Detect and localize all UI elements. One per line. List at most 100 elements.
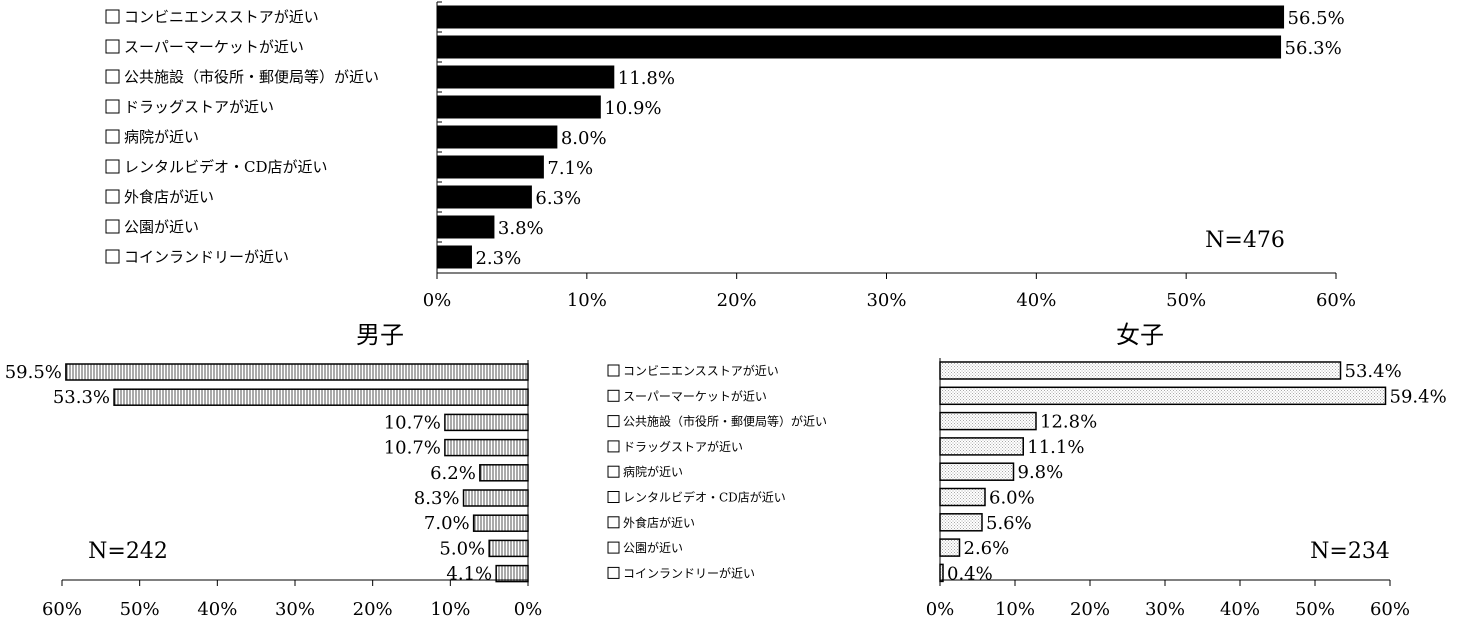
data-label: 11.8%: [618, 68, 675, 89]
category-label: 公園が近い: [124, 218, 199, 236]
bar: [939, 563, 944, 583]
bar: [113, 388, 529, 406]
x-tick-label: 40%: [197, 599, 237, 620]
category-label: ドラッグストアが近い: [623, 439, 743, 454]
x-tick-label: 50%: [120, 599, 160, 620]
data-label: 6.2%: [430, 463, 476, 484]
female-chart-title: 女子: [1116, 321, 1164, 349]
data-label: 11.1%: [1027, 437, 1084, 458]
x-tick-label: 0%: [926, 599, 955, 620]
category-checkbox-icon: [607, 465, 620, 478]
category-checkbox-icon: [105, 9, 120, 24]
data-label: 5.0%: [439, 538, 485, 559]
x-tick-label: 50%: [1295, 599, 1335, 620]
data-label: 12.8%: [1040, 412, 1097, 433]
x-tick-label: 10%: [430, 599, 470, 620]
category-label: 公共施設（市役所・郵便局等）が近い: [623, 414, 827, 429]
bar: [939, 411, 1037, 431]
category-checkbox-icon: [105, 159, 120, 174]
category-checkbox-icon: [607, 389, 620, 402]
x-tick-label: 10%: [567, 290, 607, 311]
bar: [436, 155, 544, 179]
x-tick-label: 60%: [1316, 290, 1356, 311]
bar: [444, 438, 529, 457]
x-tick-label: 50%: [1166, 290, 1206, 311]
category-checkbox-icon: [607, 566, 620, 579]
bar: [436, 35, 1282, 59]
bar: [436, 185, 532, 209]
bar: [939, 513, 983, 532]
category-checkbox-icon: [105, 249, 120, 264]
category-label: ドラッグストアが近い: [124, 98, 274, 116]
category-checkbox-icon: [105, 69, 120, 84]
bar: [939, 487, 986, 507]
bar: [939, 386, 1387, 406]
bar: [436, 125, 558, 149]
data-label: 59.5%: [5, 362, 62, 383]
bar: [495, 564, 529, 583]
bar: [65, 363, 529, 381]
male-chart-title: 男子: [356, 321, 404, 349]
data-label: 7.0%: [424, 513, 470, 534]
data-label: 3.8%: [498, 218, 544, 239]
x-tick-label: 0%: [423, 290, 452, 311]
bar: [436, 245, 472, 269]
data-label: 9.8%: [1018, 462, 1064, 483]
bar: [436, 215, 495, 239]
category-label: スーパーマーケットが近い: [623, 388, 767, 403]
data-label: 6.3%: [535, 188, 581, 209]
category-checkbox-icon: [607, 440, 620, 453]
bar: [436, 95, 601, 119]
bar: [436, 5, 1285, 29]
x-tick-label: 20%: [353, 599, 393, 620]
bar: [479, 464, 529, 482]
category-checkbox-icon: [607, 541, 620, 554]
category-checkbox-icon: [607, 516, 620, 529]
data-label: 56.3%: [1285, 38, 1342, 59]
sample-size-label: N=476: [1205, 228, 1285, 253]
data-label: 5.6%: [986, 513, 1032, 534]
category-label: コンビニエンスストアが近い: [623, 363, 779, 378]
data-label: 10.7%: [384, 412, 441, 433]
category-checkbox-icon: [105, 189, 120, 204]
x-tick-label: 30%: [1145, 599, 1185, 620]
bar: [939, 538, 961, 557]
bar: [488, 539, 529, 558]
x-tick-label: 30%: [275, 599, 315, 620]
data-label: 53.3%: [53, 387, 110, 408]
x-tick-label: 60%: [1370, 599, 1410, 620]
data-label: 0.4%: [947, 563, 993, 584]
data-label: 2.3%: [475, 248, 521, 269]
x-tick-label: 60%: [42, 599, 82, 620]
data-label: 4.1%: [446, 564, 492, 585]
category-label: コインランドリーが近い: [623, 565, 755, 580]
category-label: コインランドリーが近い: [124, 248, 289, 266]
x-tick-label: 30%: [866, 290, 906, 311]
category-label: 外食店が近い: [124, 188, 214, 206]
category-checkbox-icon: [105, 219, 120, 234]
category-checkbox-icon: [105, 129, 120, 144]
total-chart: コンビニエンスストアが近い 56.5% スーパーマーケットが近い 56.3% 公共施設（…: [105, 1, 1356, 311]
category-checkbox-icon: [607, 415, 620, 428]
bar: [472, 514, 529, 532]
data-label: 10.7%: [384, 438, 441, 459]
category-checkbox-icon: [105, 99, 120, 114]
bar: [444, 413, 529, 432]
x-tick-label: 20%: [1070, 599, 1110, 620]
data-label: 56.5%: [1288, 8, 1345, 29]
bar: [462, 489, 529, 507]
x-tick-label: 40%: [1016, 290, 1056, 311]
category-checkbox-icon: [607, 364, 620, 377]
data-label: 10.9%: [604, 98, 661, 119]
category-label: 公共施設（市役所・郵便局等）が近い: [124, 68, 379, 86]
bar: [939, 462, 1015, 481]
bar: [939, 437, 1024, 456]
category-checkbox-icon: [607, 491, 620, 503]
category-label: レンタルビデオ・CD店が近い: [124, 158, 328, 176]
x-tick-label: 20%: [717, 290, 757, 311]
bar: [939, 361, 1342, 380]
data-label: 6.0%: [989, 488, 1035, 509]
category-label: 外食店が近い: [623, 515, 695, 530]
